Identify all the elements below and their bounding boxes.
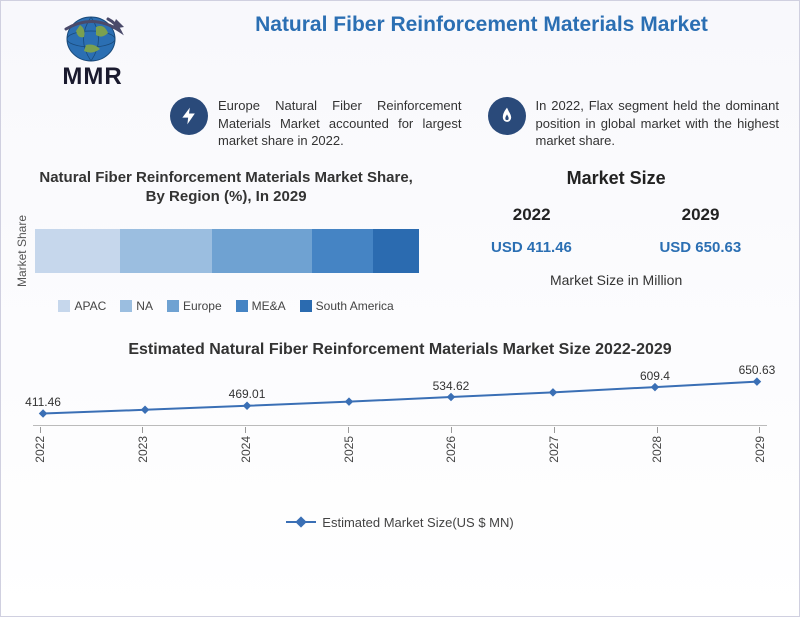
point-label: 609.4 [640, 369, 670, 383]
segment-southamerica [373, 229, 419, 273]
line-title: Estimated Natural Fiber Reinforcement Ma… [15, 341, 785, 359]
legend-swatch [167, 300, 179, 312]
legend-swatch [120, 300, 132, 312]
segment-na [120, 229, 212, 273]
size-values: USD 411.46 USD 650.63 [447, 239, 785, 256]
x-ticks: 2022 2023 2024 2025 2026 2027 2028 2029 [33, 427, 767, 467]
legend-dash-icon [286, 521, 316, 523]
share-title: Natural Fiber Reinforcement Materials Ma… [15, 168, 437, 207]
line-legend-text: Estimated Market Size(US $ MN) [322, 515, 513, 530]
point-label: 650.63 [739, 363, 776, 377]
share-legend: APAC NA Europe ME&A South America [15, 299, 437, 313]
share-title-line2: By Region (%), In 2029 [146, 188, 307, 205]
x-tick: 2028 [650, 427, 664, 467]
legend-swatch [58, 300, 70, 312]
size-years: 2022 2029 [447, 205, 785, 225]
size-title: Market Size [447, 168, 785, 189]
x-axis [33, 425, 767, 426]
line-chart: 20222023202420252026202720282029 411.464… [33, 367, 767, 497]
legend-item: APAC [58, 299, 106, 313]
fact-text: In 2022, Flax segment held the dominant … [536, 97, 786, 150]
x-tick: 2026 [444, 427, 458, 467]
legend-item: South America [300, 299, 394, 313]
share-title-line1: Natural Fiber Reinforcement Materials Ma… [39, 169, 412, 186]
globe-icon [58, 9, 128, 69]
logo: MMR [15, 9, 170, 91]
legend-swatch [300, 300, 312, 312]
stacked-bar [35, 229, 419, 273]
x-tick: 2027 [547, 427, 561, 467]
x-tick: 2024 [239, 427, 253, 467]
value-2022: USD 411.46 [491, 239, 572, 256]
segment-mea [312, 229, 373, 273]
legend-item: Europe [167, 299, 222, 313]
line-legend: Estimated Market Size(US $ MN) [15, 515, 785, 530]
x-tick: 2025 [342, 427, 356, 467]
legend-label: NA [136, 299, 153, 313]
market-share-section: Natural Fiber Reinforcement Materials Ma… [15, 168, 437, 313]
legend-swatch [236, 300, 248, 312]
flame-icon [488, 97, 526, 135]
legend-label: Europe [183, 299, 222, 313]
fact-europe: Europe Natural Fiber Reinforcement Mater… [170, 97, 468, 150]
x-tick: 2029 [753, 427, 767, 467]
main-title: Natural Fiber Reinforcement Materials Ma… [178, 9, 785, 37]
value-2029: USD 650.63 [659, 239, 741, 256]
legend-item: NA [120, 299, 153, 313]
point-label: 411.46 [25, 395, 61, 409]
legend-label: APAC [74, 299, 106, 313]
line-chart-section: Estimated Natural Fiber Reinforcement Ma… [15, 341, 785, 530]
infographic-container: MMR Natural Fiber Reinforcement Material… [0, 0, 800, 617]
segment-europe [212, 229, 312, 273]
header-row: MMR Natural Fiber Reinforcement Material… [15, 9, 785, 91]
x-tick: 2023 [136, 427, 150, 467]
fact-flax: In 2022, Flax segment held the dominant … [488, 97, 786, 150]
bolt-icon [170, 97, 208, 135]
market-size-section: Market Size 2022 2029 USD 411.46 USD 650… [447, 168, 785, 313]
year-2029: 2029 [682, 205, 720, 225]
x-tick: 2022 [33, 427, 47, 467]
legend-item: ME&A [236, 299, 286, 313]
share-chart: Market Share [15, 215, 437, 287]
year-2022: 2022 [513, 205, 551, 225]
mid-row: Natural Fiber Reinforcement Materials Ma… [15, 168, 785, 313]
point-label: 469.01 [229, 387, 266, 401]
legend-label: ME&A [252, 299, 286, 313]
point-label: 534.62 [433, 379, 470, 393]
share-ylabel: Market Share [15, 215, 29, 287]
facts-row: Europe Natural Fiber Reinforcement Mater… [170, 97, 785, 150]
segment-apac [35, 229, 120, 273]
legend-label: South America [316, 299, 394, 313]
fact-text: Europe Natural Fiber Reinforcement Mater… [218, 97, 468, 150]
size-caption: Market Size in Million [447, 272, 785, 288]
